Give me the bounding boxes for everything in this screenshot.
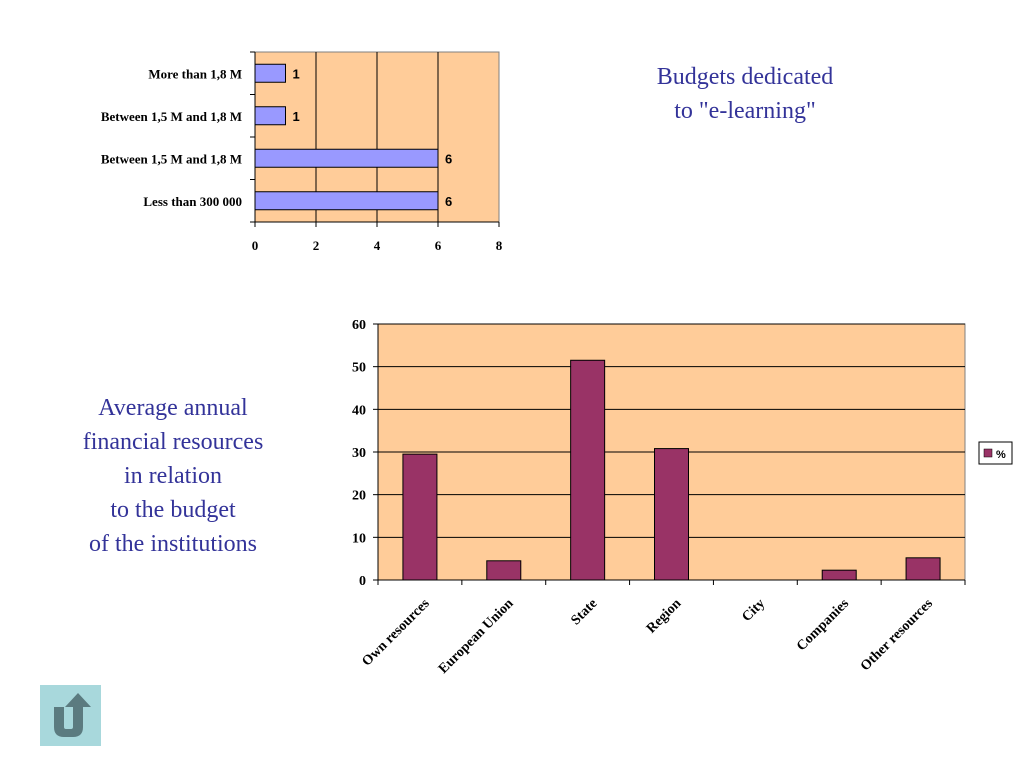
legend-swatch (983, 448, 993, 458)
x-tick-label: Own resources (360, 596, 434, 670)
category-label: More than 1,8 M (148, 66, 242, 81)
resources-title-line: Average annual (98, 395, 248, 421)
x-tick-label: European Union (436, 596, 517, 677)
x-tick-label: State (568, 596, 600, 628)
return-arrow-icon (54, 693, 91, 737)
x-tick-label: Other resources (858, 596, 936, 674)
data-label: 1 (293, 109, 300, 124)
plot-area (254, 51, 500, 223)
resources-title-line: of the institutions (89, 531, 257, 557)
budgets-title-line: Budgets dedicated (656, 64, 834, 90)
y-tick-label: 0 (359, 574, 366, 589)
category-label: Between 1,5 M and 1,8 M (101, 109, 242, 124)
bar (486, 560, 522, 581)
bar (254, 106, 286, 126)
bar (905, 557, 941, 581)
data-label: 6 (445, 194, 452, 209)
resources-title: Average annual financial resources in re… (48, 391, 298, 561)
bar (821, 569, 857, 581)
bar (254, 191, 439, 211)
bar (254, 63, 286, 83)
x-tick-label: Region (644, 596, 684, 636)
x-tick-label: Companies (794, 596, 852, 654)
category-label: Between 1,5 M and 1,8 M (101, 151, 242, 166)
y-tick-label: 40 (352, 403, 366, 418)
y-tick-label: 30 (352, 446, 366, 461)
bar (254, 148, 439, 168)
y-tick-label: 60 (352, 318, 366, 333)
budgets-title-line: to "e-learning" (674, 98, 816, 124)
x-tick-label: 4 (374, 238, 381, 253)
x-tick-label: City (739, 596, 768, 625)
y-tick-label: 50 (352, 361, 366, 376)
x-tick-label: 6 (435, 238, 442, 253)
legend-label: % (996, 449, 1006, 461)
bar (402, 453, 438, 581)
resources-title-line: financial resources (82, 429, 264, 455)
y-tick-label: 20 (352, 489, 366, 504)
data-label: 6 (445, 151, 452, 166)
category-label: Less than 300 000 (143, 194, 242, 209)
bar (570, 359, 606, 581)
bar (654, 448, 689, 581)
back-button[interactable] (40, 685, 101, 746)
legend-box (978, 441, 1013, 465)
y-tick-label: 10 (352, 531, 366, 546)
x-tick-label: 2 (313, 238, 320, 253)
legend: % (978, 441, 1013, 465)
plot-area (377, 323, 966, 581)
budgets-title: Budgets dedicated to "e-learning" (620, 60, 870, 128)
data-label: 1 (293, 66, 300, 81)
x-tick-label: 8 (496, 238, 503, 253)
resources-title-line: in relation (124, 463, 222, 489)
resources-title-line: to the budget (110, 497, 236, 523)
x-tick-label: 0 (252, 238, 259, 253)
